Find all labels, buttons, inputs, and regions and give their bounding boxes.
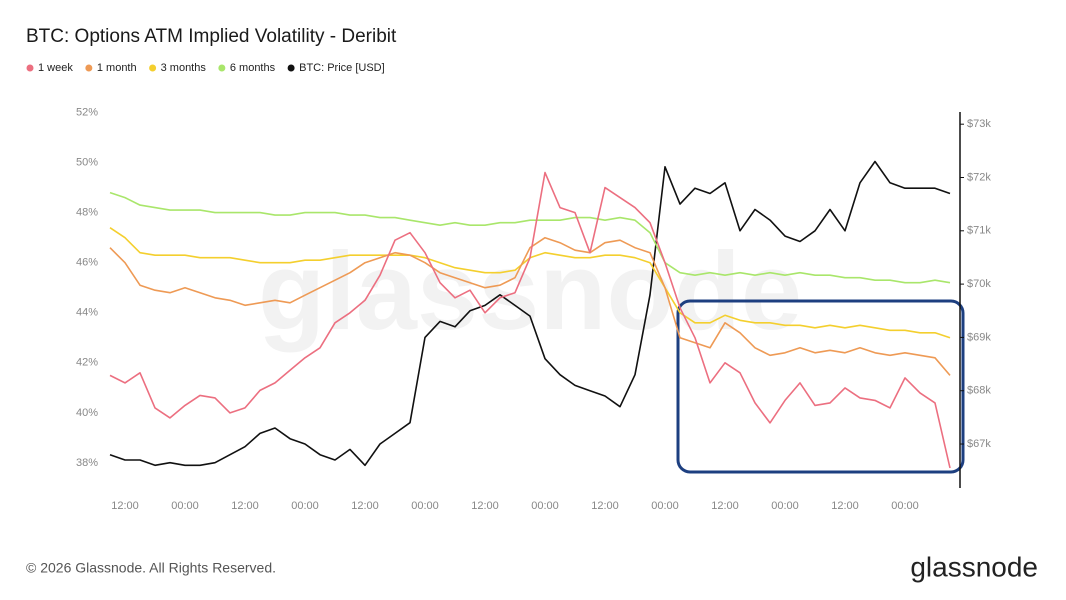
y-tick-label: 48% — [76, 207, 98, 219]
x-tick-label: 00:00 — [171, 500, 199, 512]
y-tick-label: 42% — [76, 357, 98, 369]
y2-tick-label: $69k — [967, 331, 991, 343]
y2-tick-label: $72k — [967, 171, 991, 183]
y-tick-label: 52% — [76, 106, 98, 118]
x-tick-label: 00:00 — [891, 500, 919, 512]
highlight-box — [676, 299, 965, 474]
series-line — [109, 236, 951, 376]
legend-marker — [287, 64, 295, 72]
y-tick-label: 40% — [76, 407, 98, 419]
y2-tick-label: $67k — [967, 438, 991, 450]
legend-marker — [85, 64, 93, 72]
x-tick-label: 12:00 — [711, 500, 739, 512]
x-tick-label: 12:00 — [471, 500, 499, 512]
y-tick-label: 38% — [76, 457, 98, 469]
x-tick-label: 00:00 — [771, 500, 799, 512]
y2-tick-label: $70k — [967, 278, 991, 290]
x-tick-label: 12:00 — [111, 500, 139, 512]
y2-tick-label: $71k — [967, 225, 991, 237]
legend-label: 1 week — [38, 62, 73, 74]
x-tick-label: 12:00 — [351, 500, 379, 512]
legend-marker — [26, 64, 34, 72]
chart-title: BTC: Options ATM Implied Volatility - De… — [26, 26, 397, 47]
x-tick-label: 12:00 — [831, 500, 859, 512]
x-tick-label: 12:00 — [231, 500, 259, 512]
series-line — [109, 160, 951, 467]
legend-label: 6 months — [230, 62, 276, 74]
y-tick-label: 44% — [76, 307, 98, 319]
legend: 1 week 1 month 3 months 6 months BTC: Price … — [26, 62, 385, 74]
x-tick-label: 12:00 — [591, 500, 619, 512]
y-tick-label: 46% — [76, 257, 98, 269]
logo: glassnode — [910, 551, 1038, 582]
x-tick-label: 00:00 — [651, 500, 679, 512]
legend-label: BTC: Price [USD] — [299, 62, 385, 74]
x-tick-label: 00:00 — [291, 500, 319, 512]
x-tick-label: 00:00 — [411, 500, 439, 512]
legend-label: 3 months — [161, 62, 207, 74]
copyright: © 2026 Glassnode. All Rights Reserved. — [26, 560, 276, 576]
watermark: glassnode — [258, 230, 802, 353]
legend-label: 1 month — [97, 62, 137, 74]
y2-tick-label: $73k — [967, 118, 991, 130]
series-line — [109, 191, 951, 284]
series-line — [109, 171, 951, 469]
legend-marker — [218, 64, 226, 72]
x-tick-label: 00:00 — [531, 500, 559, 512]
y2-tick-label: $68k — [967, 385, 991, 397]
y-tick-label: 50% — [76, 156, 98, 168]
legend-marker — [149, 64, 157, 72]
